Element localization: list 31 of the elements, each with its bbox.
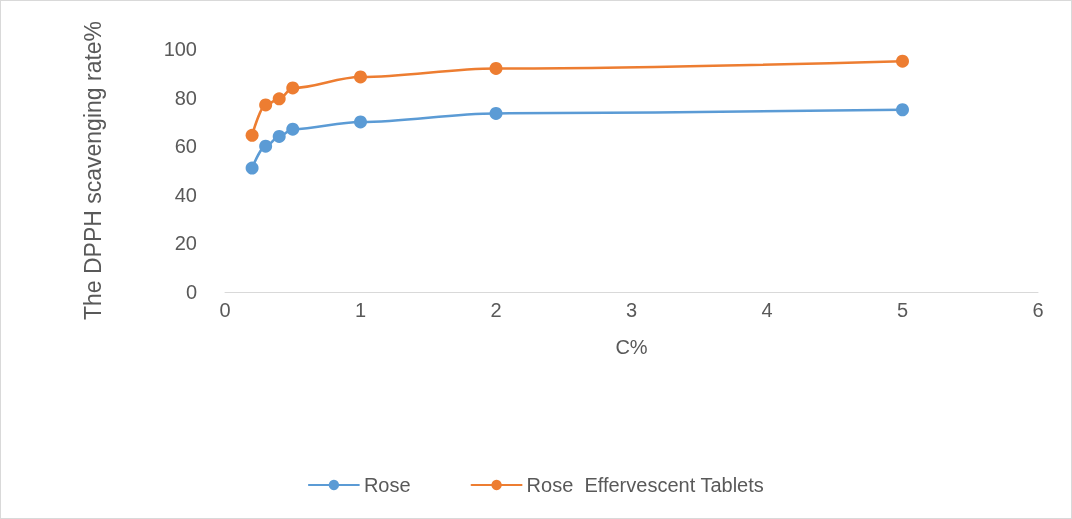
point <box>245 128 259 142</box>
x-tick-label: 1 <box>354 299 367 321</box>
point <box>259 98 273 112</box>
y-axis-title: The DPPH scavenging rate% <box>80 20 106 321</box>
point <box>896 103 909 117</box>
point <box>259 139 273 153</box>
y-tick-label: 0 <box>185 281 197 303</box>
legend-label: Rose Effervescent Tablets <box>526 474 764 496</box>
x-tick-label: 0 <box>219 299 231 321</box>
point <box>286 81 300 95</box>
x-axis-title: C% <box>615 336 648 358</box>
y-tick-label: 100 <box>163 38 197 60</box>
x-tick-label: 5 <box>896 299 909 321</box>
point <box>489 61 503 75</box>
point <box>354 115 367 129</box>
y-tick-label: 20 <box>174 232 197 255</box>
point <box>286 122 300 136</box>
x-tick-label: 4 <box>761 299 773 321</box>
legend-label: Rose <box>363 474 411 496</box>
x-tick-label: 6 <box>1032 299 1044 321</box>
point <box>272 92 286 106</box>
point <box>272 129 286 143</box>
point <box>245 161 259 175</box>
y-tick-label: 60 <box>174 135 197 158</box>
x-tick-label: 2 <box>490 299 502 321</box>
point <box>354 70 367 84</box>
point <box>489 106 503 120</box>
point <box>896 54 909 68</box>
y-tick-label: 80 <box>174 86 197 109</box>
y-tick-label: 40 <box>174 183 197 206</box>
x-tick-label: 3 <box>625 299 638 321</box>
